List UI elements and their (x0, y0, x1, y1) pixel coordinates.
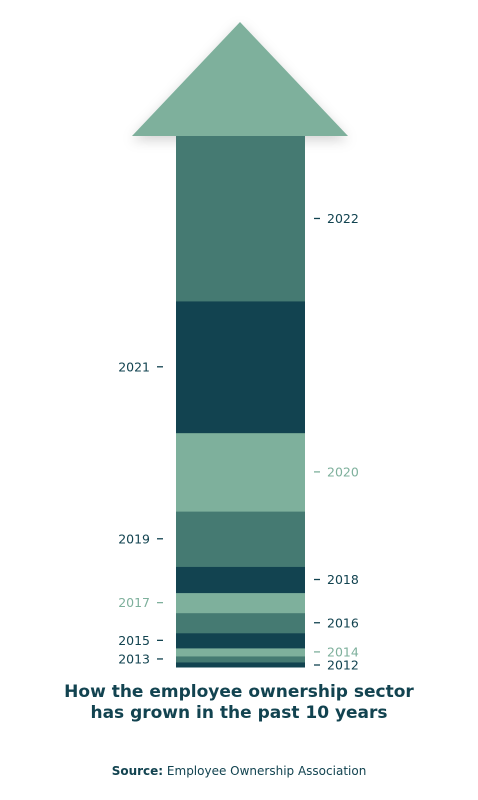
segment-2016 (176, 612, 305, 634)
year-label-2019: 2019 (118, 531, 150, 546)
caption-line-1: How the employee ownership sector (64, 682, 414, 702)
year-label-2016: 2016 (327, 615, 359, 630)
year-label-2013: 2013 (118, 651, 150, 666)
segment-2017 (176, 592, 305, 614)
source-label: Source: (111, 764, 164, 778)
segment-2014 (176, 647, 305, 657)
year-label-2020: 2020 (327, 464, 359, 479)
year-label-2014: 2014 (327, 644, 359, 659)
caption-line-2: has grown in the past 10 years (90, 703, 388, 723)
year-label-2021: 2021 (118, 359, 150, 374)
year-label-2012: 2012 (327, 658, 359, 673)
segment-2018 (176, 566, 305, 594)
source-text: Employee Ownership Association (166, 764, 367, 778)
year-label-2015: 2015 (118, 633, 150, 648)
arrow-segments (176, 136, 305, 668)
segment-2022 (176, 136, 305, 302)
segment-2019 (176, 511, 305, 567)
source-note: Source: Employee Ownership Association (0, 764, 478, 778)
year-label-2022: 2022 (327, 211, 359, 226)
segment-2020 (176, 432, 305, 512)
year-label-2017: 2017 (118, 595, 150, 610)
year-label-2018: 2018 (327, 572, 359, 587)
segment-2013 (176, 655, 305, 663)
segment-2021 (176, 300, 305, 434)
segment-2012 (176, 661, 305, 668)
chart-caption: How the employee ownership sector has gr… (0, 682, 478, 724)
segment-2015 (176, 632, 305, 649)
arrow-head (132, 22, 348, 136)
year-labels: 2012 2013 2014 2015 2016 2017 2018 2019 2020 2021… (118, 211, 359, 673)
